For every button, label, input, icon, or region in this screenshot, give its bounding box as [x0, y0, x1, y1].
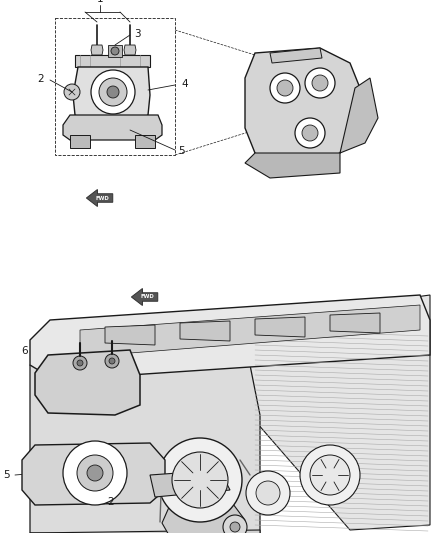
Circle shape — [91, 70, 135, 114]
Polygon shape — [30, 295, 430, 380]
Circle shape — [64, 84, 80, 100]
Polygon shape — [70, 135, 90, 148]
Polygon shape — [30, 365, 260, 533]
Circle shape — [87, 465, 103, 481]
Circle shape — [109, 358, 115, 364]
Text: 5: 5 — [4, 470, 10, 480]
Polygon shape — [124, 45, 136, 55]
Circle shape — [310, 455, 350, 495]
Text: 3: 3 — [134, 29, 141, 39]
Circle shape — [172, 452, 228, 508]
Polygon shape — [22, 443, 165, 505]
Text: 4: 4 — [181, 79, 187, 89]
Bar — [108, 45, 122, 57]
Bar — [55, 18, 175, 155]
Circle shape — [77, 455, 113, 491]
Polygon shape — [245, 153, 340, 178]
Text: 1: 1 — [97, 0, 103, 4]
Text: 2: 2 — [107, 497, 114, 507]
Polygon shape — [330, 313, 380, 333]
Circle shape — [246, 471, 290, 515]
Circle shape — [256, 481, 280, 505]
Polygon shape — [340, 78, 378, 153]
Text: 5: 5 — [178, 146, 185, 156]
Polygon shape — [80, 305, 420, 357]
Polygon shape — [150, 470, 230, 497]
Circle shape — [312, 75, 328, 91]
Polygon shape — [131, 288, 158, 305]
Polygon shape — [245, 48, 360, 168]
Circle shape — [111, 47, 119, 55]
Circle shape — [230, 522, 240, 532]
Polygon shape — [73, 67, 150, 120]
Polygon shape — [86, 190, 113, 206]
Text: FWD: FWD — [141, 295, 155, 300]
Polygon shape — [255, 317, 305, 337]
Circle shape — [302, 125, 318, 141]
Circle shape — [63, 441, 127, 505]
Polygon shape — [30, 530, 260, 533]
Text: 2: 2 — [37, 74, 44, 84]
Circle shape — [77, 360, 83, 366]
Polygon shape — [63, 115, 162, 140]
Circle shape — [223, 515, 247, 533]
Circle shape — [277, 80, 293, 96]
Text: 6: 6 — [21, 346, 28, 356]
Circle shape — [73, 356, 87, 370]
Circle shape — [105, 354, 119, 368]
Circle shape — [305, 68, 335, 98]
Bar — [75, 55, 150, 67]
Polygon shape — [162, 500, 245, 533]
Polygon shape — [35, 350, 140, 415]
Polygon shape — [105, 325, 155, 345]
Circle shape — [107, 86, 119, 98]
Polygon shape — [180, 321, 230, 341]
Polygon shape — [250, 295, 430, 530]
Text: FWD: FWD — [95, 196, 110, 200]
Circle shape — [270, 73, 300, 103]
Polygon shape — [91, 45, 103, 55]
Circle shape — [158, 438, 242, 522]
Circle shape — [99, 78, 127, 106]
Circle shape — [300, 445, 360, 505]
Circle shape — [295, 118, 325, 148]
Polygon shape — [135, 135, 155, 148]
Polygon shape — [270, 48, 322, 63]
